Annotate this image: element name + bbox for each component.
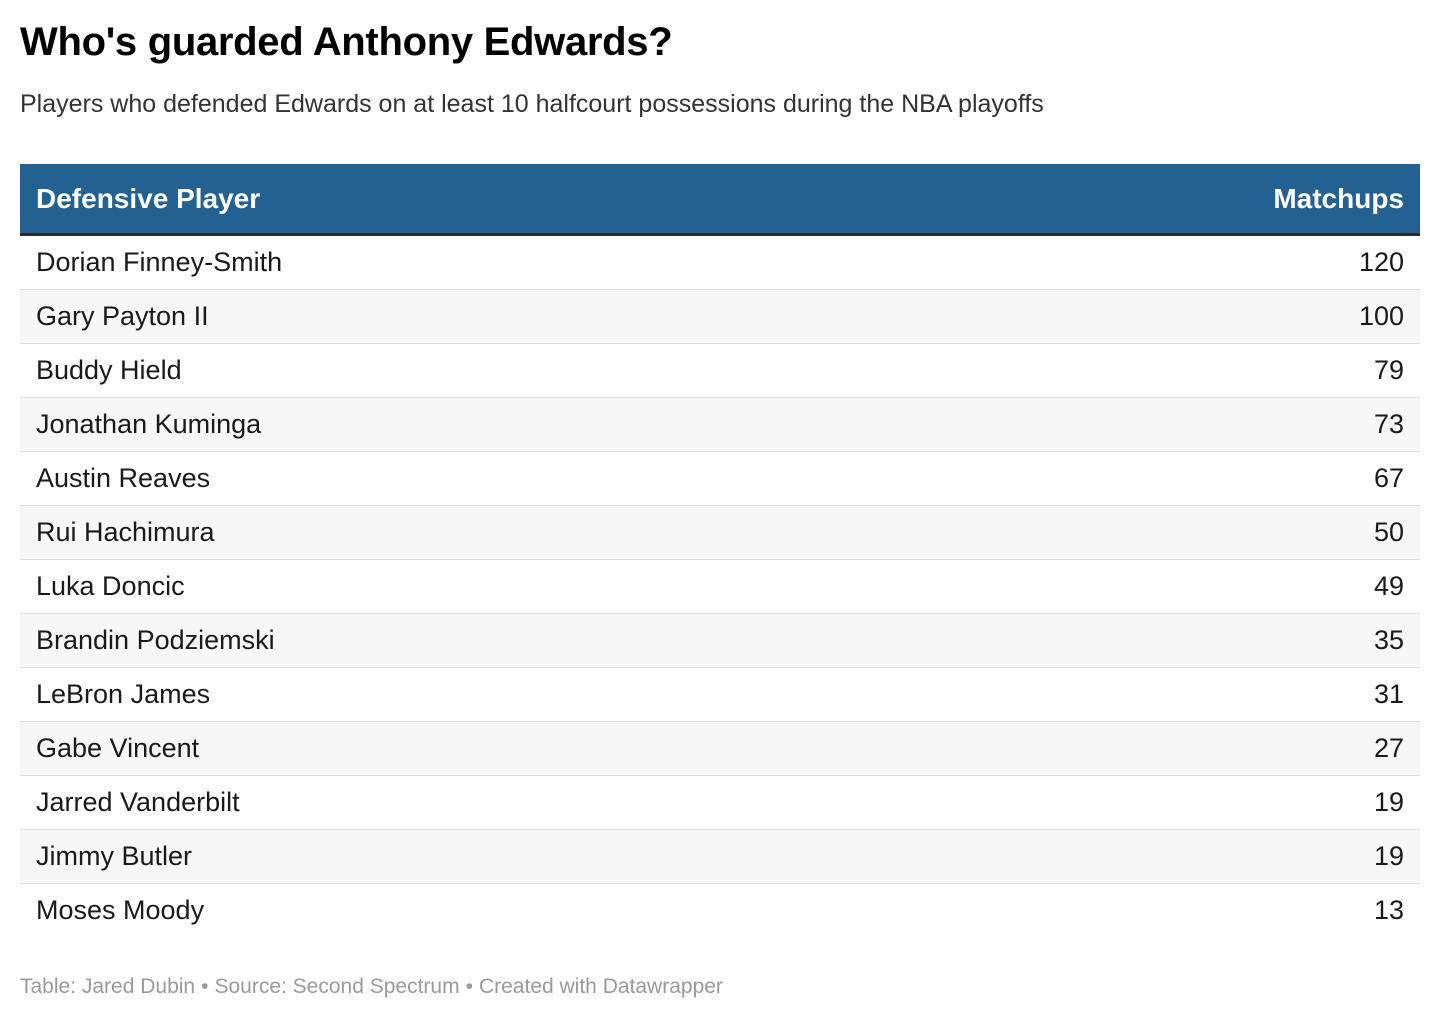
matchups-value-cell: 27: [1373, 733, 1404, 763]
table-row: Brandin Podziemski 35: [20, 614, 1420, 668]
footer-separator: •: [201, 975, 209, 998]
player-name-cell: Austin Reaves: [36, 463, 211, 493]
footer-source: Source: Second Spectrum: [214, 975, 460, 998]
matchups-value-cell: 50: [1373, 517, 1404, 547]
table-row: Dorian Finney-Smith 120: [20, 236, 1420, 290]
table-header: Defensive Player Matchups: [20, 164, 1420, 236]
player-name-cell: Jimmy Butler: [36, 841, 193, 871]
table-row: Moses Moody 13: [20, 884, 1420, 937]
player-name-cell: Dorian Finney-Smith: [36, 247, 283, 277]
player-name-cell: Brandin Podziemski: [36, 625, 275, 655]
table-row: Gabe Vincent 27: [20, 722, 1420, 776]
table-row: Gary Payton II 100: [20, 290, 1420, 344]
column-header-matchups[interactable]: Matchups: [1273, 182, 1404, 214]
chart-title: Who's guarded Anthony Edwards?: [20, 20, 673, 64]
footer-credit: Table: Jared Dubin: [20, 975, 196, 998]
matchups-value-cell: 13: [1373, 895, 1404, 925]
matchups-value-cell: 100: [1358, 301, 1404, 331]
matchups-value-cell: 120: [1358, 247, 1404, 277]
chart-subtitle: Players who defended Edwards on at least…: [20, 90, 1044, 118]
player-name-cell: Gabe Vincent: [36, 733, 200, 763]
matchups-value-cell: 73: [1373, 409, 1404, 439]
table-row: Jarred Vanderbilt 19: [20, 776, 1420, 830]
matchups-value-cell: 35: [1373, 625, 1404, 655]
matchups-value-cell: 19: [1373, 787, 1404, 817]
matchups-value-cell: 79: [1373, 355, 1404, 385]
matchups-value-cell: 49: [1373, 571, 1404, 601]
table-row: LeBron James 31: [20, 668, 1420, 722]
table-body: Dorian Finney-Smith 120 Gary Payton II 100 B…: [20, 236, 1420, 937]
matchups-value-cell: 31: [1373, 679, 1404, 709]
table-row: Buddy Hield 79: [20, 344, 1420, 398]
player-name-cell: Moses Moody: [36, 895, 205, 925]
table-row: Rui Hachimura 50: [20, 506, 1420, 560]
player-name-cell: Luka Doncic: [36, 571, 185, 601]
player-name-cell: Jarred Vanderbilt: [36, 787, 240, 817]
footer-tool: Created with Datawrapper: [478, 975, 723, 998]
player-name-cell: Jonathan Kuminga: [36, 409, 262, 439]
table-row: Austin Reaves 67: [20, 452, 1420, 506]
player-name-cell: Buddy Hield: [36, 355, 182, 385]
table-row: Luka Doncic 49: [20, 560, 1420, 614]
column-header-player[interactable]: Defensive Player: [36, 182, 261, 214]
player-name-cell: Gary Payton II: [36, 301, 209, 331]
matchups-value-cell: 19: [1373, 841, 1404, 871]
matchups-value-cell: 67: [1373, 463, 1404, 493]
player-name-cell: Rui Hachimura: [36, 517, 215, 547]
chart-footer: Table: Jared Dubin • Source: Second Spectr…: [20, 975, 723, 999]
table-row: Jimmy Butler 19: [20, 830, 1420, 884]
table-row: Jonathan Kuminga 73: [20, 398, 1420, 452]
player-name-cell: LeBron James: [36, 679, 211, 709]
footer-separator: •: [465, 975, 473, 998]
data-table: Defensive Player Matchups Dorian Finney-…: [20, 164, 1420, 937]
